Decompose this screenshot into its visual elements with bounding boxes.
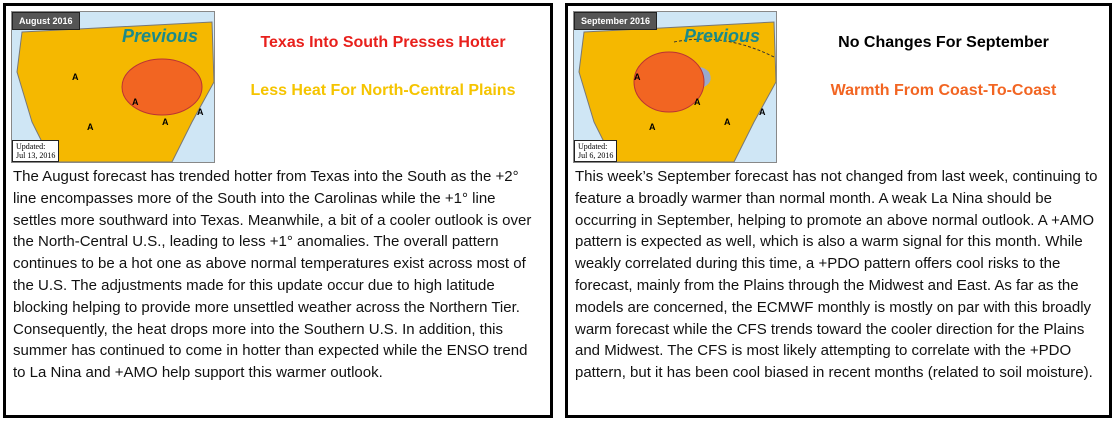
headline: No Changes For September (838, 34, 1049, 51)
previous-badge: Previous (684, 26, 761, 46)
subheadline: Less Heat For North-Central Plains (250, 82, 516, 99)
map-label: A (724, 117, 731, 127)
map: A A A A A August 2016 Previous Updated: Jul 13, … (11, 11, 215, 163)
map: A A A A A September 2016 Previous Updated: Jul 6… (573, 11, 777, 163)
month-label: August 2016 (12, 12, 80, 30)
map-label: A (87, 122, 94, 132)
updated-date: Jul 13, 2016 (16, 151, 56, 160)
map-image (574, 12, 776, 162)
subheadline: Warmth From Coast-To-Coast (830, 82, 1057, 99)
map-image (12, 12, 214, 162)
body-text: This week’s September forecast has not c… (575, 168, 1098, 382)
body-text: The August forecast has trended hotter f… (13, 168, 532, 382)
month-label: September 2016 (574, 12, 658, 30)
panel: A A A A A August 2016 Previous Updated: Jul 13, … (3, 3, 553, 418)
updated-date: Jul 6, 2016 (578, 151, 614, 160)
map-label: A (634, 72, 641, 82)
updated-label: Updated: (16, 142, 46, 151)
updated-label: Updated: (578, 142, 608, 151)
map-label: A (72, 72, 79, 82)
headline: Texas Into South Presses Hotter (260, 34, 506, 51)
updated-box: Updated: Jul 13, 2016 (12, 140, 60, 162)
previous-badge: Previous (122, 26, 199, 46)
map-label: A (132, 97, 139, 107)
map-label: A (197, 107, 204, 117)
map-label: A (649, 122, 656, 132)
updated-box: Updated: Jul 6, 2016 (574, 140, 618, 162)
panel: A A A A A September 2016 Previous Updated: Jul 6… (565, 3, 1112, 418)
map-label: A (162, 117, 169, 127)
map-label: A (694, 97, 701, 107)
map-label: A (759, 107, 766, 117)
